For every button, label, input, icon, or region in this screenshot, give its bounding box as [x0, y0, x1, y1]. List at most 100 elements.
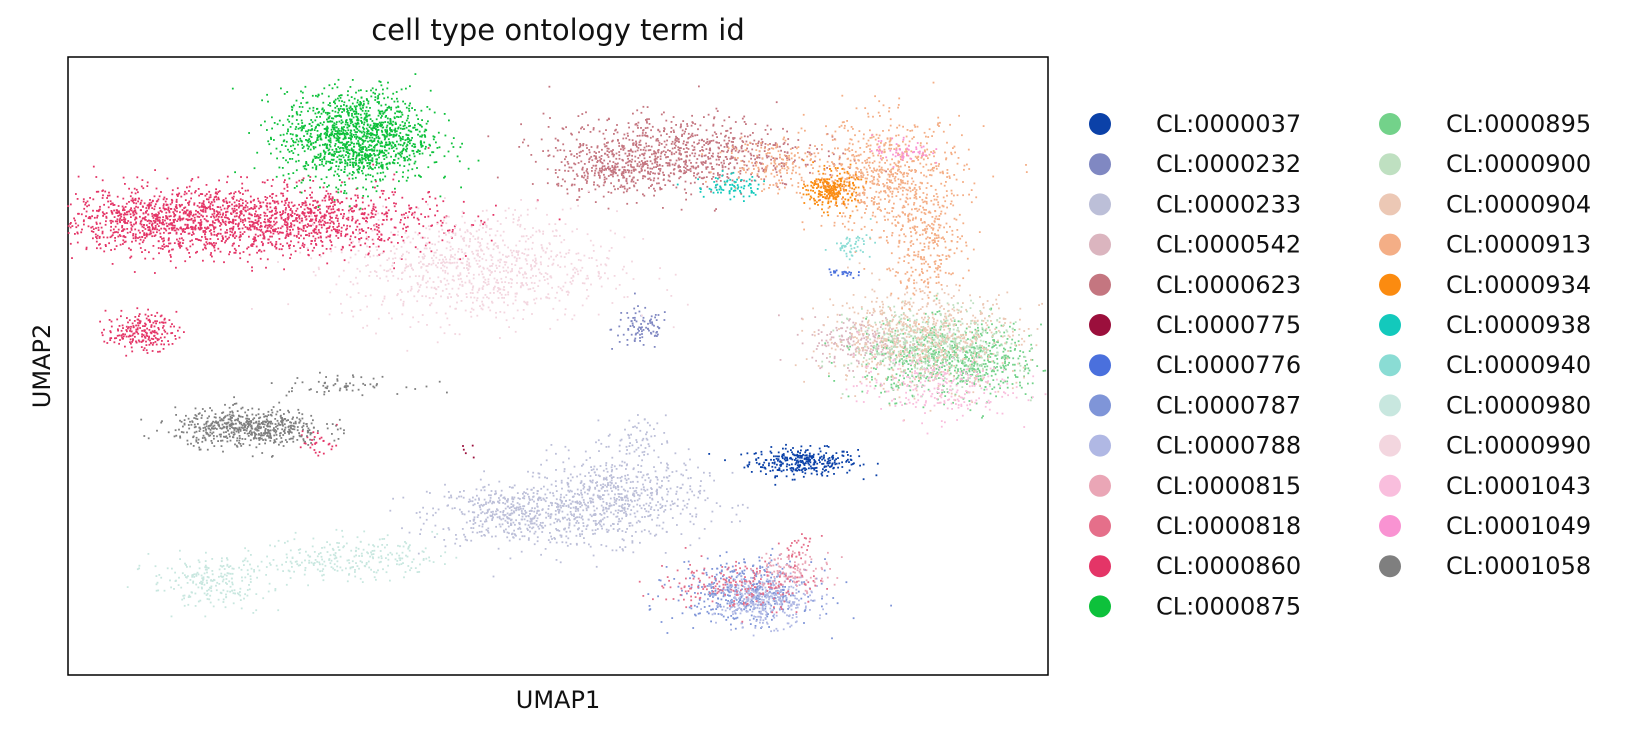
data-point [199, 193, 202, 195]
data-point [641, 153, 644, 155]
data-point [107, 194, 109, 197]
data-point [610, 173, 613, 176]
data-point [909, 344, 911, 347]
data-point [658, 141, 661, 144]
data-point [597, 172, 600, 174]
data-point [132, 214, 135, 217]
data-point [780, 608, 783, 610]
data-point [574, 163, 577, 166]
data-point [531, 498, 534, 501]
data-point [750, 595, 753, 598]
data-point [231, 231, 233, 234]
data-point [685, 144, 688, 146]
data-point [74, 233, 76, 235]
data-point [622, 507, 624, 510]
data-point [760, 144, 763, 146]
data-point [481, 523, 484, 526]
data-point [860, 323, 863, 326]
data-point [547, 149, 550, 152]
data-point [165, 229, 168, 232]
data-point [717, 602, 719, 605]
data-point [683, 561, 686, 563]
data-point [690, 134, 693, 137]
data-point [109, 200, 112, 203]
data-point [756, 606, 759, 609]
data-point [688, 498, 690, 501]
data-point [574, 492, 576, 495]
data-point [630, 180, 633, 183]
data-point [649, 173, 651, 175]
data-point [251, 223, 254, 226]
data-point [782, 572, 785, 575]
data-point [117, 228, 120, 231]
data-point [796, 603, 799, 606]
data-point [756, 588, 759, 590]
data-point [710, 582, 713, 585]
data-point [154, 226, 157, 229]
data-point [685, 147, 688, 149]
data-point [243, 214, 245, 217]
data-point [461, 528, 464, 530]
data-point [720, 569, 723, 572]
data-point [731, 599, 733, 602]
data-point [825, 593, 828, 596]
data-point [784, 580, 786, 583]
data-point [733, 603, 736, 605]
data-point [504, 497, 506, 500]
data-point [690, 587, 692, 590]
data-point [744, 583, 746, 585]
data-point [534, 514, 537, 517]
data-point [758, 156, 761, 159]
data-point [639, 520, 641, 523]
data-point [761, 605, 764, 608]
data-point [563, 149, 566, 152]
data-point [463, 513, 466, 516]
data-point [792, 453, 794, 456]
data-point [206, 226, 209, 229]
data-point [711, 178, 713, 180]
data-point [613, 465, 616, 468]
data-point [601, 498, 604, 500]
data-point [245, 204, 247, 207]
data-point [189, 256, 191, 258]
data-point [773, 579, 776, 582]
data-point [173, 221, 175, 224]
data-point [732, 613, 734, 615]
data-point [148, 226, 151, 228]
data-point [169, 219, 171, 221]
data-point [765, 613, 768, 616]
data-point [776, 475, 778, 478]
data-point [754, 574, 756, 577]
data-point [733, 610, 736, 612]
data-point [630, 509, 633, 511]
data-point [768, 579, 771, 582]
data-point [540, 138, 543, 141]
data-point [112, 231, 115, 234]
data-point [611, 464, 614, 466]
data-point [628, 419, 631, 422]
data-point [114, 225, 117, 228]
data-point [867, 324, 870, 327]
data-point [657, 156, 659, 158]
data-point [772, 157, 775, 159]
data-point [134, 197, 137, 200]
data-point [204, 194, 207, 197]
data-point [801, 552, 804, 554]
data-point [721, 566, 724, 568]
data-point [622, 176, 625, 179]
data-point [831, 462, 834, 465]
series-CL-0000232 [609, 292, 666, 350]
data-point [527, 529, 529, 531]
data-point [633, 326, 635, 328]
data-point [809, 588, 811, 590]
data-point [483, 470, 485, 473]
data-point [715, 502, 718, 504]
data-point [176, 210, 178, 213]
data-point [710, 162, 712, 165]
data-point [509, 557, 512, 560]
data-point [67, 205, 70, 207]
data-point [788, 580, 791, 583]
data-point [724, 583, 727, 586]
data-point [783, 151, 786, 153]
data-point [602, 500, 605, 503]
